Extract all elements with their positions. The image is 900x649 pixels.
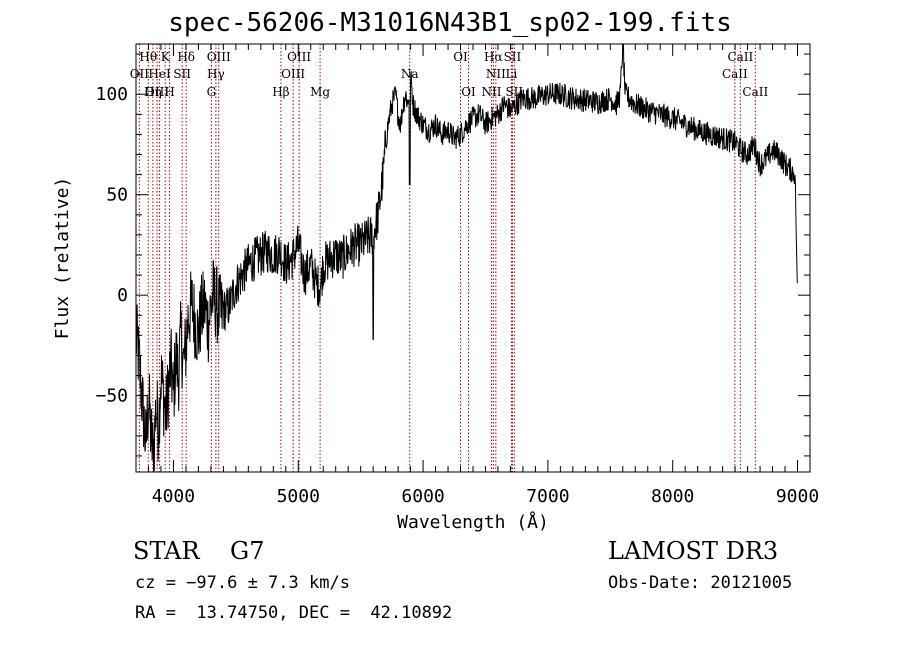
line-label: OI bbox=[461, 85, 476, 99]
line-label: NII bbox=[486, 67, 506, 81]
line-label: G bbox=[207, 85, 217, 99]
series-layer bbox=[135, 43, 798, 473]
line-label: OIII bbox=[281, 67, 305, 81]
line-label: Li bbox=[506, 67, 518, 81]
line-label: H bbox=[164, 85, 174, 99]
chart-title: spec-56206-M31016N43B1_sp02-199.fits bbox=[168, 8, 732, 38]
object-class: STAR G7 bbox=[133, 537, 265, 565]
line-label: SII bbox=[173, 67, 191, 81]
redshift-cz: cz = −97.6 ± 7.3 km/s bbox=[135, 573, 350, 593]
line-label: Hα bbox=[484, 50, 503, 64]
x-tick-label: 6000 bbox=[401, 486, 444, 507]
line-label: Hη bbox=[144, 85, 162, 99]
x-tick-label: 7000 bbox=[526, 486, 569, 507]
line-label: NII bbox=[481, 85, 501, 99]
x-axis: 4000 5000 6000 7000 8000 9000 bbox=[147, 44, 819, 507]
line-label: OI bbox=[453, 50, 468, 64]
line-label: Hγ bbox=[207, 67, 225, 81]
line-label: CaII bbox=[727, 50, 753, 64]
line-label: Hθ bbox=[139, 50, 157, 64]
line-label: Mg bbox=[310, 85, 330, 99]
survey-name: LAMOST DR3 bbox=[608, 537, 779, 565]
line-label: Hδ bbox=[177, 50, 195, 64]
line-label: CaII bbox=[722, 67, 748, 81]
x-axis-label: Wavelength (Å) bbox=[397, 511, 549, 533]
line-label: OIII bbox=[207, 50, 231, 64]
y-tick-label: 50 bbox=[106, 185, 128, 206]
line-label: OIII bbox=[145, 85, 169, 99]
line-label: SII bbox=[505, 85, 523, 99]
x-tick-label: 9000 bbox=[776, 486, 819, 507]
line-label: HeI bbox=[148, 67, 171, 81]
line-label: Hβ bbox=[272, 85, 289, 99]
line-labels: Hθ OII OIII K HeI Hη H SII Hδ OIII Hγ G Hβ OIII OIII Mg… bbox=[130, 50, 769, 99]
y-tick-label: 0 bbox=[117, 285, 128, 306]
y-axis-label: Flux (relative) bbox=[52, 177, 73, 340]
line-label: OIII bbox=[287, 50, 311, 64]
line-label: OII bbox=[130, 67, 150, 81]
y-axis: −50 0 50 100 bbox=[95, 53, 810, 457]
obs-date: Obs-Date: 20121005 bbox=[608, 573, 793, 593]
y-tick-label: −50 bbox=[95, 386, 128, 407]
line-label: SII bbox=[504, 50, 522, 64]
x-tick-label: 8000 bbox=[651, 486, 694, 507]
x-tick-label: 5000 bbox=[277, 486, 320, 507]
y-tick-label: 100 bbox=[95, 84, 128, 105]
x-tick-label: 4000 bbox=[152, 486, 195, 507]
line-label: Na bbox=[401, 67, 419, 81]
spectrum-flux-line bbox=[135, 43, 798, 473]
ra-dec: RA = 13.74750, DEC = 42.10892 bbox=[135, 603, 453, 623]
line-label: K bbox=[161, 50, 171, 64]
line-label: CaII bbox=[742, 85, 768, 99]
